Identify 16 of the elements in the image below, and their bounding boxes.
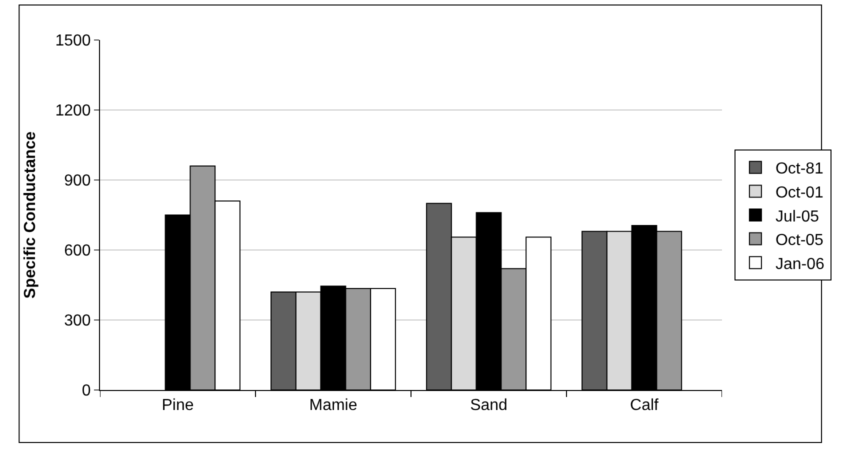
y-tick-label: 1200 <box>55 102 91 120</box>
legend-label: Oct-01 <box>775 184 824 202</box>
x-tick-label: Pine <box>162 397 194 414</box>
legend-label: Oct-81 <box>775 160 824 178</box>
y-tick-label: 1500 <box>55 32 91 50</box>
y-axis-title: Specific Conductance <box>22 131 40 299</box>
legend-label: Oct-05 <box>775 232 824 250</box>
y-tick-label: 300 <box>64 312 91 330</box>
y-tick-label: 900 <box>64 172 91 190</box>
legend-label: Jan-06 <box>775 256 824 273</box>
x-tick-label: Calf <box>630 397 660 414</box>
x-tick-label: Sand <box>470 397 508 414</box>
y-tick-label: 0 <box>82 382 91 400</box>
legend-label: Jul-05 <box>775 208 820 226</box>
y-tick-label: 600 <box>64 242 91 260</box>
x-tick-label: Mamie <box>309 397 358 414</box>
